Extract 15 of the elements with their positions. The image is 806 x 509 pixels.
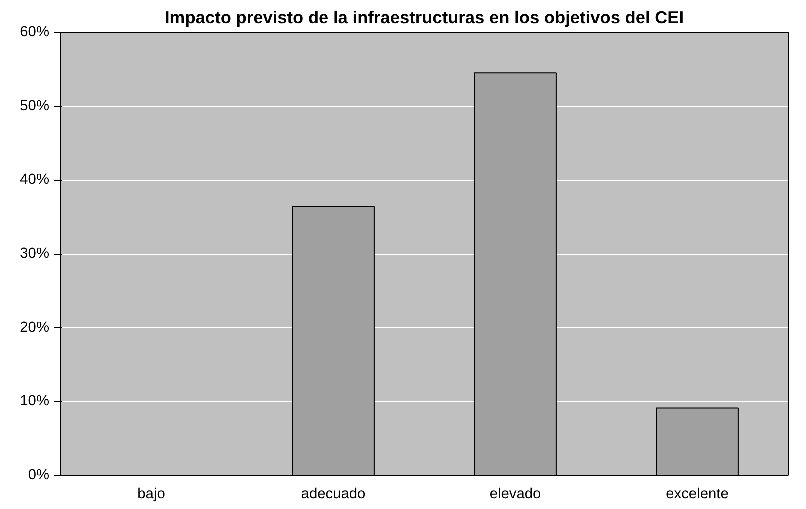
y-tick-label: 30% [20, 246, 50, 262]
chart-title: Impacto previsto de la infraestructuras en los objetivos del CEI [164, 8, 684, 28]
y-tick-label: 60% [20, 24, 50, 40]
bar [474, 72, 557, 476]
y-tick-label: 50% [20, 98, 50, 114]
y-tick-label: 10% [20, 394, 50, 410]
y-tick-label: 40% [20, 172, 50, 188]
bar [292, 206, 375, 476]
y-tick-label: 0% [28, 468, 50, 484]
bar [656, 408, 739, 476]
x-tick-label: bajo [138, 486, 166, 502]
x-tick-label: elevado [490, 486, 542, 502]
y-tick-label: 20% [20, 320, 50, 336]
x-tick-label: excelente [666, 486, 729, 502]
x-tick-label: adecuado [301, 486, 366, 502]
